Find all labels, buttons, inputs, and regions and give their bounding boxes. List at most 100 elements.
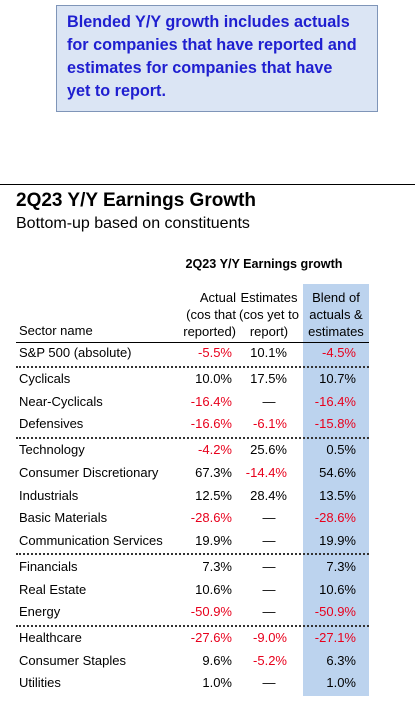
sector-name-cell: Near-Cyclicals — [19, 393, 103, 409]
actual-value-cell: 9.6% — [202, 652, 232, 668]
sector-name-cell: Energy — [19, 604, 61, 620]
header-line: (cos that — [186, 307, 236, 322]
estimates-value-cell: -14.4% — [245, 465, 287, 480]
callout-line: yet to report. — [67, 82, 166, 100]
chart-subtitle: Bottom-up based on constituents — [16, 215, 250, 232]
table-rule — [16, 553, 369, 556]
estimates-value-cell: — — [262, 558, 276, 574]
table-rule — [16, 342, 369, 343]
table-title: 2Q23 Y/Y Earnings growth — [185, 257, 343, 271]
header-line: Blend of — [312, 290, 360, 305]
estimates-value-cell: 17.5% — [250, 371, 287, 387]
sector-name-cell: Defensives — [19, 416, 84, 432]
blend-value-cell: 13.5% — [319, 487, 356, 503]
estimates-value-cell: 28.4% — [250, 487, 287, 503]
actual-value-cell: -28.6% — [190, 510, 232, 526]
table-row: Technology -4.2% 25.6% 0.5% — [0, 439, 415, 461]
sector-name-cell: Real Estate — [19, 581, 87, 597]
header-actual: Actual (cos that reported) — [166, 289, 236, 340]
table-rule — [16, 436, 369, 439]
header-line: reported) — [183, 324, 236, 339]
table-row: Defensives -16.6% -6.1% -15.8% — [0, 413, 415, 435]
table-row: Communication Services 19.9% — 19.9% — [0, 530, 415, 552]
header-estimates: Estimates (cos yet to report) — [237, 289, 301, 340]
header-blend: Blend of actuals & estimates — [303, 289, 369, 340]
sector-name-cell: Technology — [19, 442, 85, 458]
table-row: Industrials 12.5% 28.4% 13.5% — [0, 485, 415, 507]
blend-value-cell: 10.6% — [319, 581, 356, 597]
sector-name-cell: Consumer Staples — [19, 652, 126, 668]
blend-value-cell: 0.5% — [326, 442, 356, 458]
blend-value-cell: -15.8% — [314, 416, 356, 432]
header-line: (cos yet to — [239, 307, 299, 322]
estimates-value-cell: -9.0% — [253, 630, 287, 646]
actual-value-cell: 7.3% — [202, 558, 232, 574]
estimates-value-cell: — — [262, 604, 276, 620]
blend-value-cell: -27.1% — [314, 630, 356, 646]
estimates-value-cell: — — [262, 510, 276, 526]
table-rule — [16, 365, 369, 368]
actual-value-cell: -4.2% — [198, 442, 232, 458]
header-sector: Sector name — [19, 323, 93, 338]
sector-name-cell: Utilities — [19, 675, 61, 691]
table-row: Consumer Staples 9.6% -5.2% 6.3% — [0, 650, 415, 672]
blend-value-cell: 7.3% — [326, 558, 356, 574]
blend-value-cell: 54.6% — [319, 465, 356, 480]
callout-line: Blended Y/Y growth includes actuals — [67, 13, 350, 31]
actual-value-cell: 67.3% — [195, 465, 232, 480]
sector-name-cell: Consumer Discretionary — [19, 465, 159, 480]
actual-value-cell: -50.9% — [190, 604, 232, 620]
header-line: Estimates — [240, 290, 298, 305]
estimates-value-cell: 25.6% — [250, 442, 287, 458]
blend-value-cell: -4.5% — [322, 345, 356, 360]
actual-value-cell: -27.6% — [190, 630, 232, 646]
estimates-value-cell: — — [262, 532, 276, 548]
estimates-value-cell: 10.1% — [250, 345, 287, 360]
sector-name-cell: Industrials — [19, 487, 79, 503]
actual-value-cell: -16.4% — [190, 393, 232, 409]
blend-value-cell: 1.0% — [326, 675, 356, 691]
blend-value-cell: -28.6% — [314, 510, 356, 526]
sector-name-cell: Cyclicals — [19, 371, 71, 387]
estimates-value-cell: — — [262, 581, 276, 597]
table-row: Financials 7.3% — 7.3% — [0, 556, 415, 578]
header-line: estimates — [308, 324, 364, 339]
blend-value-cell: -16.4% — [314, 393, 356, 409]
actual-value-cell: 10.0% — [195, 371, 232, 387]
blend-value-cell: 19.9% — [319, 532, 356, 548]
sector-name-cell: S&P 500 (absolute) — [19, 345, 132, 360]
table-row: Consumer Discretionary 67.3% -14.4% 54.6% — [0, 462, 415, 484]
actual-value-cell: 10.6% — [195, 581, 232, 597]
header-line: report) — [249, 324, 289, 339]
sector-name-cell: Healthcare — [19, 630, 82, 646]
estimates-value-cell: — — [262, 393, 276, 409]
actual-value-cell: 19.9% — [195, 532, 232, 548]
blend-value-cell: 10.7% — [319, 371, 356, 387]
table-row: Utilities 1.0% — 1.0% — [0, 672, 415, 694]
table-row: Basic Materials -28.6% — -28.6% — [0, 507, 415, 529]
table-rule — [16, 624, 369, 627]
header-line: Actual — [199, 290, 236, 305]
estimates-value-cell: -5.2% — [253, 652, 287, 668]
actual-value-cell: 12.5% — [195, 487, 232, 503]
blend-column-highlight — [303, 284, 369, 696]
header-line: actuals & — [309, 307, 363, 322]
actual-value-cell: -5.5% — [198, 345, 232, 360]
table-row: Energy -50.9% — -50.9% — [0, 601, 415, 623]
sector-name-cell: Basic Materials — [19, 510, 108, 526]
actual-value-cell: 1.0% — [202, 675, 232, 691]
table-row: Cyclicals 10.0% 17.5% 10.7% — [0, 368, 415, 390]
callout-line: for companies that have reported and — [67, 36, 357, 54]
blend-value-cell: -50.9% — [314, 604, 356, 620]
table-row: Healthcare -27.6% -9.0% -27.1% — [0, 627, 415, 649]
info-callout: Blended Y/Y growth includes actuals for … — [56, 5, 378, 112]
estimates-value-cell: -6.1% — [253, 416, 287, 432]
callout-line: estimates for companies that have — [67, 59, 333, 77]
table-row: Real Estate 10.6% — 10.6% — [0, 579, 415, 601]
table-row: Near-Cyclicals -16.4% — -16.4% — [0, 391, 415, 413]
sector-name-cell: Financials — [19, 558, 78, 574]
sector-name-cell: Communication Services — [19, 532, 163, 548]
table-row: S&P 500 (absolute) -5.5% 10.1% -4.5% — [0, 342, 415, 364]
chart-title: 2Q23 Y/Y Earnings Growth — [16, 190, 257, 211]
actual-value-cell: -16.6% — [190, 416, 232, 432]
